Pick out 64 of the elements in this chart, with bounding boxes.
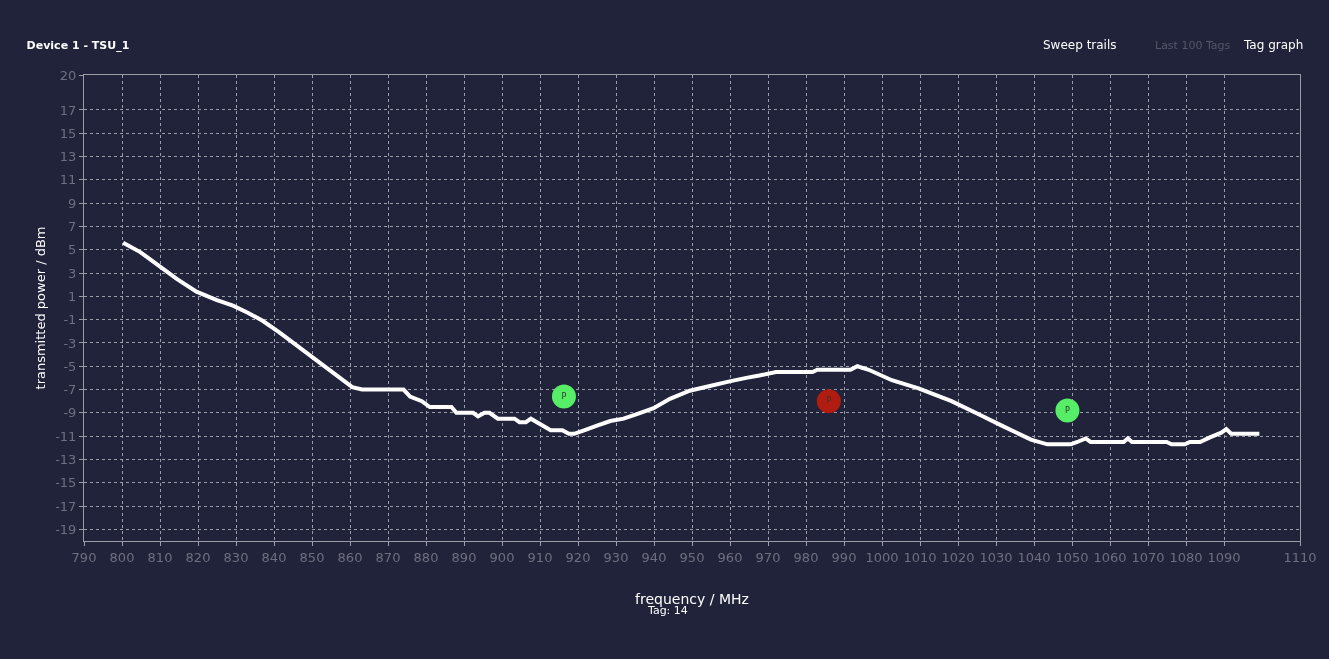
x-tick-label: 860 [337, 549, 363, 565]
y-tick-label: -15 [55, 475, 77, 491]
line-series [121, 240, 1262, 447]
point [816, 389, 841, 414]
y-tick-label: -19 [55, 521, 77, 537]
x-tick-label: 990 [831, 549, 857, 565]
point [1055, 398, 1080, 423]
y-tick-label: 15 [59, 125, 77, 141]
y-tick-label: 3 [68, 265, 77, 281]
y-tick-label: -1 [63, 312, 77, 328]
y-tick-label: -11 [55, 428, 77, 444]
text: Tag graph [1243, 38, 1304, 52]
x-tick-label: 1060 [1093, 549, 1127, 565]
y-tick-label: 5 [68, 242, 77, 258]
x-tick-label: 1020 [941, 549, 975, 565]
x-tick-label: 1090 [1207, 549, 1241, 565]
y-tick-label: -7 [63, 382, 77, 398]
x-tick-label: 1070 [1131, 549, 1165, 565]
y-tick-label: -3 [63, 335, 77, 351]
y-tick-label: -13 [55, 452, 77, 467]
x-tick-label: 800 [109, 549, 135, 565]
x-tick-label: 1000 [865, 549, 899, 565]
point [551, 384, 576, 409]
x-tick-label: 930 [603, 549, 629, 565]
x-tick-label: 1110 [1283, 549, 1317, 565]
data-label: P [826, 396, 832, 406]
x-axis-title: frequency / MHz [635, 590, 749, 607]
y-tick-label: -17 [55, 498, 77, 514]
y-tick-label: 13 [59, 149, 77, 165]
x-tick-label: 1040 [1017, 549, 1051, 565]
x-tick-label: 790 [71, 549, 97, 565]
x-tick-label: 1030 [979, 549, 1013, 565]
x-tick-label: 830 [223, 549, 249, 565]
x-tick-label: 1080 [1169, 549, 1203, 565]
x-tick-label: 880 [413, 549, 439, 565]
y-tick-label: 9 [68, 195, 77, 211]
x-tick-label: 870 [375, 549, 401, 565]
x-tick-label: 950 [679, 549, 705, 565]
x-tick-label: 980 [793, 549, 819, 565]
x-tick-label: 900 [489, 549, 515, 565]
chart-title: Device 1 - TSU_1 [26, 38, 130, 52]
x-tick-label: 1050 [1055, 549, 1089, 565]
text: Sweep trails [1043, 38, 1117, 52]
x-tick-label: 1010 [903, 549, 937, 565]
y-tick-label: 1 [68, 288, 77, 304]
data-label: P [1065, 405, 1071, 415]
y-tick-label: -5 [63, 358, 77, 374]
y-tick-label: 20 [59, 67, 77, 83]
x-tick-label: 840 [261, 549, 287, 565]
data-label: P [561, 391, 567, 401]
y-tick-label: 17 [59, 102, 77, 118]
x-tick-label: 890 [451, 549, 477, 565]
y-tick-label: 11 [59, 172, 77, 188]
x-tick-label: 940 [641, 549, 667, 565]
y-tick-label: 7 [68, 219, 77, 234]
x-tick-label: 820 [185, 549, 211, 565]
y-tick-label: -9 [63, 405, 77, 421]
x-tick-label: 850 [299, 549, 325, 565]
x-tick-label: 920 [565, 549, 591, 565]
y-axis-title: transmitted power / dBm [33, 226, 49, 390]
x-tick-label: 810 [147, 549, 173, 565]
x-tick-label: 970 [755, 549, 781, 565]
x-tick-label: 910 [527, 549, 553, 565]
x-tick-label: 960 [717, 549, 743, 565]
